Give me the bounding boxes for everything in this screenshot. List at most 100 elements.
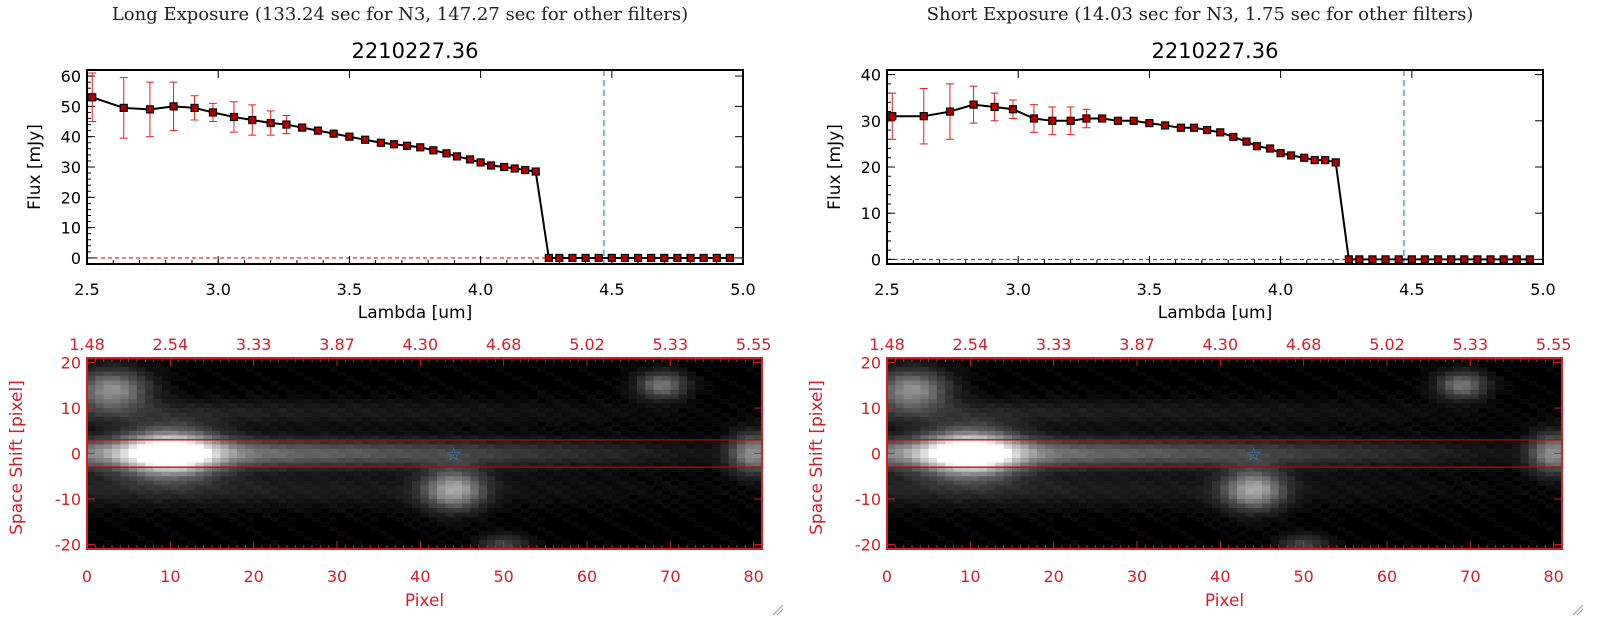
- image-pixel: [487, 453, 496, 459]
- image-pixel: [887, 439, 896, 446]
- image-pixel: [470, 503, 480, 509]
- image-pixel: [195, 435, 205, 441]
- image-pixel: [362, 408, 371, 414]
- x-tick-label: 3.5: [1137, 280, 1162, 299]
- image-pixel: [178, 476, 188, 482]
- image-pixel: [1170, 503, 1180, 509]
- image-pixel: [695, 467, 705, 473]
- image-pixel: [1237, 426, 1246, 432]
- image-pixel: [1370, 439, 1380, 446]
- image-pixel: [153, 380, 163, 386]
- image-pixel: [1128, 471, 1138, 477]
- image-pixel: [1187, 398, 1196, 405]
- image-pixel: [1362, 508, 1371, 514]
- image-pixel: [353, 503, 363, 509]
- image-pixel: [628, 480, 638, 486]
- image-pixel: [987, 398, 996, 405]
- image-pixel: [395, 444, 405, 450]
- image-pixel: [1195, 444, 1205, 450]
- image-pixel: [1420, 444, 1430, 450]
- image-pixel: [1353, 453, 1363, 459]
- image-pixel: [387, 480, 396, 486]
- image-pixel: [1320, 380, 1330, 386]
- image-pixel: [653, 376, 663, 382]
- image-pixel: [1020, 426, 1030, 432]
- image-pixel: [1295, 471, 1305, 477]
- image-pixel: [1178, 417, 1188, 423]
- image-pixel: [403, 471, 413, 477]
- image-pixel: [428, 476, 438, 482]
- image-pixel: [228, 508, 238, 514]
- image-pixel: [278, 417, 288, 423]
- image-pixel: [678, 376, 688, 382]
- image-pixel: [1153, 467, 1163, 473]
- image-pixel: [1178, 403, 1188, 409]
- image-pixel: [1187, 408, 1196, 414]
- image-pixel: [412, 476, 421, 482]
- image-pixel: [128, 503, 138, 509]
- image-pixel: [603, 435, 613, 441]
- image-pixel: [1062, 489, 1071, 496]
- image-pixel: [670, 462, 680, 468]
- image-pixel: [1095, 494, 1105, 500]
- image-pixel: [1203, 385, 1213, 391]
- image-pixel: [712, 530, 721, 536]
- image-pixel: [1045, 389, 1055, 395]
- image-pixel: [687, 476, 696, 482]
- spectrum-plot: 2210227.362.5 3.0 3.5 4.0 4.5 5.0010203040Lam…: [825, 39, 1556, 323]
- image-pixel: [220, 462, 230, 468]
- image-pixel: [1303, 494, 1313, 500]
- image-pixel: [1262, 430, 1271, 436]
- image-pixel: [937, 385, 946, 391]
- image-pixel: [545, 498, 555, 505]
- image-pixel: [362, 426, 371, 432]
- image-pixel: [145, 430, 155, 436]
- image-pixel: [595, 448, 605, 455]
- image-pixel: [370, 367, 380, 373]
- image-pixel: [103, 517, 113, 523]
- image-pixel: [1362, 398, 1371, 405]
- image-pixel: [420, 412, 430, 418]
- image-pixel: [728, 494, 738, 500]
- image-pixel: [137, 498, 146, 505]
- image-pixel: [1137, 458, 1146, 464]
- image-pixel: [553, 485, 563, 491]
- image-pixel: [687, 385, 696, 391]
- image-pixel: [328, 435, 338, 441]
- image-pixel: [1037, 476, 1046, 482]
- image-pixel: [1370, 503, 1380, 509]
- image-pixel: [428, 417, 438, 423]
- image-pixel: [1087, 485, 1096, 491]
- image-pixel: [662, 408, 671, 414]
- image-pixel: [395, 508, 405, 514]
- image-pixel: [287, 480, 296, 486]
- image-pixel: [1070, 394, 1080, 400]
- image-pixel: [337, 489, 346, 496]
- image-pixel: [1045, 417, 1055, 423]
- image-pixel: [462, 489, 471, 496]
- image-pixel: [728, 476, 738, 482]
- image-pixel: [995, 394, 1005, 400]
- image-pixel: [937, 444, 946, 450]
- image-pixel: [928, 412, 938, 418]
- image-pixel: [1370, 544, 1380, 550]
- image-pixel: [212, 489, 221, 496]
- image-pixel: [503, 444, 513, 450]
- image-pixel: [237, 512, 246, 518]
- image-pixel: [195, 426, 205, 432]
- image-pixel: [303, 430, 313, 436]
- image-pixel: [603, 494, 613, 500]
- image-pixel: [745, 412, 755, 418]
- image-pixel: [1137, 385, 1146, 391]
- image-pixel: [262, 389, 271, 395]
- image-pixel: [1337, 467, 1346, 473]
- image-pixel: [1095, 508, 1105, 514]
- image-pixel: [362, 503, 371, 509]
- image-pixel: [320, 398, 330, 405]
- image-pixel: [287, 394, 296, 400]
- image-pixel: [162, 458, 171, 464]
- image-pixel: [1253, 412, 1263, 418]
- image-pixel: [478, 403, 488, 409]
- image-pixel: [1078, 362, 1088, 368]
- image-pixel: [1420, 380, 1430, 386]
